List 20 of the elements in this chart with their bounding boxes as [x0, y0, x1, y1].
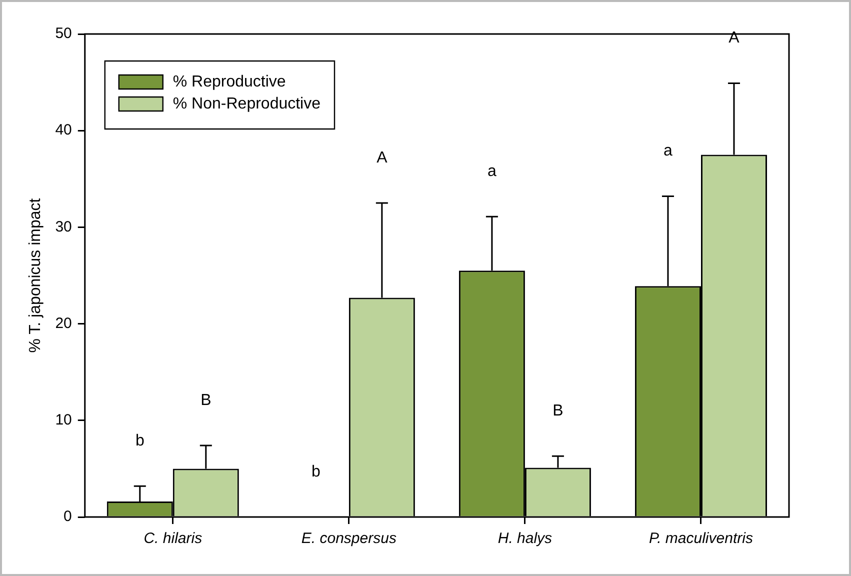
y-tick-label: 30: [55, 218, 72, 236]
y-tick-label: 40: [55, 122, 72, 139]
annotation: A: [376, 149, 388, 166]
y-tick-label: 50: [55, 25, 72, 42]
x-tick-label: C. hilaris: [144, 530, 203, 548]
x-tick-label: H. halys: [498, 530, 553, 548]
x-tick-label: P. maculiventris: [649, 530, 754, 548]
annotation: b: [135, 432, 144, 450]
y-tick-label: 10: [55, 412, 72, 429]
legend-label: % Reproductive: [172, 73, 286, 90]
y-tick-label: 0: [64, 508, 72, 526]
y-axis-title: % T. japonicus impact: [27, 198, 44, 353]
y-tick-label: 20: [55, 314, 72, 332]
legend-label: % Non-Reproductive: [172, 95, 321, 112]
annotation: B: [552, 402, 564, 420]
x-tick-label: E. conspersus: [301, 530, 397, 548]
annotation: B: [200, 392, 212, 409]
annotation: b: [311, 463, 320, 480]
annotation: a: [488, 162, 496, 180]
annotation: a: [664, 142, 673, 160]
